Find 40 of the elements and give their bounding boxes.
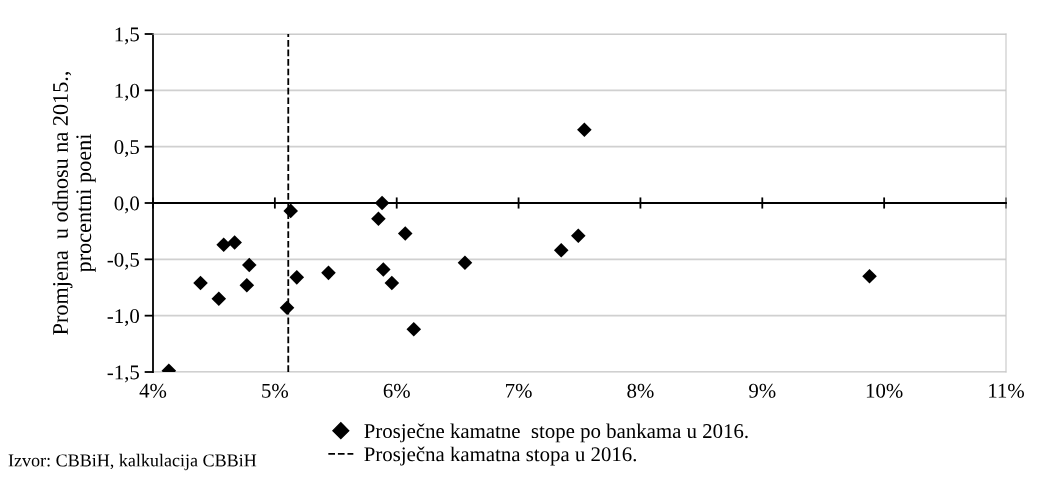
y-axis-title: Promjena u odnosu na 2015., procentni poeni (52, 72, 96, 335)
point (239, 277, 255, 293)
point (406, 321, 422, 337)
point (216, 237, 231, 252)
point (227, 235, 242, 250)
point (577, 122, 592, 138)
x-tick-label: 7% (506, 383, 532, 398)
y-tick-label: 0,0 (114, 196, 140, 214)
point (193, 275, 208, 291)
point (371, 211, 386, 227)
y-tick-label: 1,5 (115, 27, 139, 45)
point (397, 226, 413, 241)
point (571, 228, 586, 243)
point (289, 270, 305, 285)
point (283, 203, 298, 219)
y-tick-label: -1,5 (107, 365, 139, 383)
x-tick-label: 6% (383, 383, 410, 398)
text: Izvor: CBBiH, kalkulacija CBBiH (8, 453, 257, 471)
legend-label: Prosječne kamatne stope po bankama u 2016. (364, 423, 748, 443)
point (211, 291, 227, 307)
point (376, 262, 391, 277)
point (241, 257, 257, 273)
x-tick-label: 10% (866, 383, 903, 398)
x-tick-label: 4% (139, 383, 167, 398)
x-tick-label: 9% (749, 383, 776, 398)
y-tick-label: -1,0 (107, 309, 140, 327)
point (321, 265, 336, 281)
y-tick-label: 0,5 (114, 140, 139, 158)
x-tick-label: 5% (262, 383, 289, 398)
point (553, 243, 569, 258)
y-tick-label: 1,0 (115, 83, 140, 101)
point (279, 300, 295, 316)
point (862, 268, 877, 284)
y-tick-label: -0,5 (107, 252, 139, 270)
x-tick-label: 11% (989, 383, 1024, 398)
point (384, 275, 400, 291)
point (374, 195, 390, 211)
x-tick-label: 8% (627, 383, 654, 398)
point (457, 255, 473, 270)
legend-label: Prosječna kamatna stopa u 2016. (364, 446, 637, 466)
